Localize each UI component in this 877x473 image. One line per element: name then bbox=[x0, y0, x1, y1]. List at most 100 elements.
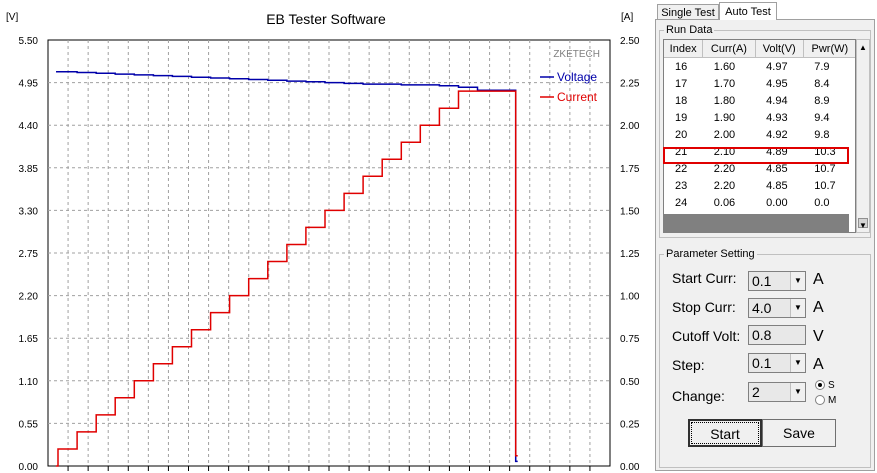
chevron-down-icon[interactable]: ▼ bbox=[790, 354, 805, 372]
table-cell: 24 bbox=[675, 196, 688, 209]
right-tick-label: 1.25 bbox=[620, 249, 640, 260]
table-cell: 4.94 bbox=[766, 94, 788, 107]
table-cell: 0.06 bbox=[713, 196, 736, 209]
legend-label: Current bbox=[557, 90, 598, 104]
cutoff-volt-label: Cutoff Volt: bbox=[672, 328, 741, 344]
series-layer bbox=[56, 71, 518, 467]
scroll-down-icon[interactable]: ▼ bbox=[859, 221, 867, 230]
table-row[interactable]: 16 1.60 4.97 7.9 bbox=[664, 58, 855, 76]
table-row[interactable]: 18 1.80 4.94 8.9 bbox=[664, 92, 855, 109]
table-cell: 1.80 bbox=[713, 94, 736, 107]
run-data-table[interactable]: Index Curr(A) Volt(V) Pwr(W) 16 1.60 4.97 7.9 1… bbox=[663, 39, 856, 233]
radio-m-dot[interactable] bbox=[815, 395, 825, 406]
table-row[interactable]: 24 0.06 0.00 0.0 bbox=[664, 194, 855, 211]
table-cell: 0.00 bbox=[766, 196, 788, 209]
start-curr-label: Start Curr: bbox=[672, 270, 737, 286]
table-cell: 4.95 bbox=[766, 77, 788, 90]
chart-grid bbox=[47, 39, 611, 471]
save-button[interactable]: Save bbox=[762, 419, 836, 447]
start-curr-unit: A bbox=[813, 271, 824, 288]
left-tick-label: 0.55 bbox=[19, 419, 39, 430]
cutoff-volt-unit: V bbox=[813, 328, 824, 345]
stop-curr-label: Stop Curr: bbox=[672, 299, 736, 315]
left-tick-label: 3.30 bbox=[19, 206, 39, 217]
right-tick-label: 2.25 bbox=[620, 79, 640, 90]
start-curr-select[interactable]: 0.1 ▼ bbox=[748, 271, 806, 291]
table-cell: 18 bbox=[675, 94, 688, 107]
series-line-voltage bbox=[56, 71, 518, 463]
right-tick-label: 0.25 bbox=[620, 419, 640, 430]
table-row[interactable]: 17 1.70 4.95 8.4 bbox=[664, 75, 855, 92]
right-panel: Single Test Auto Test Run Data Index Curr… bbox=[650, 0, 877, 473]
table-cell: 22 bbox=[675, 162, 688, 175]
tab-body: Run Data Index Curr(A) Volt(V) Pwr(W) 16 1.6… bbox=[655, 19, 875, 471]
left-tick-label: 1.10 bbox=[19, 377, 39, 388]
table-cell: 4.92 bbox=[766, 128, 788, 141]
table-cell: 4.93 bbox=[766, 111, 788, 124]
left-tick-label: 3.85 bbox=[19, 164, 39, 175]
step-select[interactable]: 0.1 ▼ bbox=[748, 353, 806, 373]
table-cell: 16 bbox=[675, 60, 688, 73]
table-cell: 19 bbox=[675, 111, 688, 124]
stop-curr-value: 4.0 bbox=[752, 300, 772, 316]
chevron-down-icon[interactable]: ▼ bbox=[790, 299, 805, 317]
scroll-up-icon[interactable]: ▲ bbox=[859, 43, 867, 52]
table-scrollbar[interactable]: ▲ ▼ bbox=[856, 39, 870, 233]
right-tick-label: 0.50 bbox=[620, 377, 640, 388]
table-cell: 2.00 bbox=[713, 128, 736, 141]
chevron-down-icon[interactable]: ▼ bbox=[790, 272, 805, 290]
table-header-cell[interactable]: Volt(V) bbox=[755, 40, 804, 58]
right-tick-label: 1.00 bbox=[620, 292, 640, 303]
table-header-cell[interactable]: Curr(A) bbox=[702, 40, 756, 58]
table-cell: 1.90 bbox=[713, 111, 736, 124]
table-header-cell[interactable]: Index bbox=[664, 40, 704, 58]
left-tick-labels: 5.50 4.95 4.40 3.85 3.30 2.75 2.20 1.65 1.10 0.55… bbox=[19, 36, 39, 473]
right-tick-label: 2.00 bbox=[620, 121, 640, 132]
table-cell: 10.7 bbox=[814, 162, 836, 175]
right-tick-labels: 2.50 2.25 2.00 1.75 1.50 1.25 1.00 0.75 0.50 0.25… bbox=[620, 36, 640, 473]
radio-s[interactable]: S bbox=[815, 380, 835, 391]
table-row[interactable]: 20 2.00 4.92 9.8 bbox=[664, 126, 855, 143]
scroll-thumb[interactable] bbox=[858, 218, 868, 228]
change-select[interactable]: 2 ▼ bbox=[748, 382, 806, 402]
right-axis-unit: [A] bbox=[621, 12, 633, 23]
table-row[interactable]: 19 1.90 4.93 9.4 bbox=[664, 109, 855, 126]
step-label: Step: bbox=[672, 357, 705, 373]
left-axis-unit: [V] bbox=[6, 12, 18, 23]
series-line-current bbox=[56, 90, 518, 467]
start-curr-value: 0.1 bbox=[752, 273, 772, 289]
right-tick-label: 0.00 bbox=[620, 462, 640, 473]
table-cell: 20 bbox=[675, 128, 688, 141]
stop-curr-select[interactable]: 4.0 ▼ bbox=[748, 298, 806, 318]
left-tick-label: 5.50 bbox=[19, 36, 39, 47]
step-value: 0.1 bbox=[752, 355, 772, 371]
table-cell: 9.8 bbox=[814, 128, 830, 141]
step-unit: A bbox=[813, 356, 824, 373]
table-row[interactable]: 21 2.10 4.89 10.3 bbox=[664, 143, 855, 160]
stop-curr-unit: A bbox=[813, 299, 824, 316]
table-cell: 4.85 bbox=[766, 179, 788, 192]
table-cell: 1.60 bbox=[713, 60, 736, 73]
table-cell: 8.4 bbox=[814, 77, 830, 90]
radio-s-dot[interactable] bbox=[815, 380, 825, 391]
table-cell: 17 bbox=[675, 77, 688, 90]
table-header-cell[interactable]: Pwr(W) bbox=[803, 40, 855, 58]
table-row[interactable]: 22 2.20 4.85 10.7 bbox=[664, 160, 855, 177]
left-tick-label: 4.95 bbox=[19, 79, 39, 90]
chevron-down-icon[interactable]: ▼ bbox=[790, 383, 805, 401]
table-cell: 4.85 bbox=[766, 162, 788, 175]
table-cell: 2.20 bbox=[713, 179, 736, 192]
left-tick-label: 4.40 bbox=[19, 121, 39, 132]
left-tick-label: 2.20 bbox=[19, 292, 39, 303]
chart-title: EB Tester Software bbox=[266, 11, 386, 27]
radio-m[interactable]: M bbox=[815, 395, 836, 406]
start-button[interactable]: Start bbox=[688, 419, 762, 447]
left-tick-label: 1.65 bbox=[19, 334, 39, 345]
tab-single-test[interactable]: Single Test bbox=[657, 4, 719, 20]
table-row[interactable]: 23 2.20 4.85 10.7 bbox=[664, 177, 855, 194]
tab-auto-test[interactable]: Auto Test bbox=[719, 2, 777, 20]
right-tick-label: 0.75 bbox=[620, 334, 640, 345]
cutoff-volt-input[interactable]: 0.8 bbox=[748, 325, 806, 345]
table-cell: 9.4 bbox=[814, 111, 830, 124]
chart-svg: EB Tester Software [V] [A] 5.50 4.95 4.40 3… bbox=[6, 11, 640, 473]
